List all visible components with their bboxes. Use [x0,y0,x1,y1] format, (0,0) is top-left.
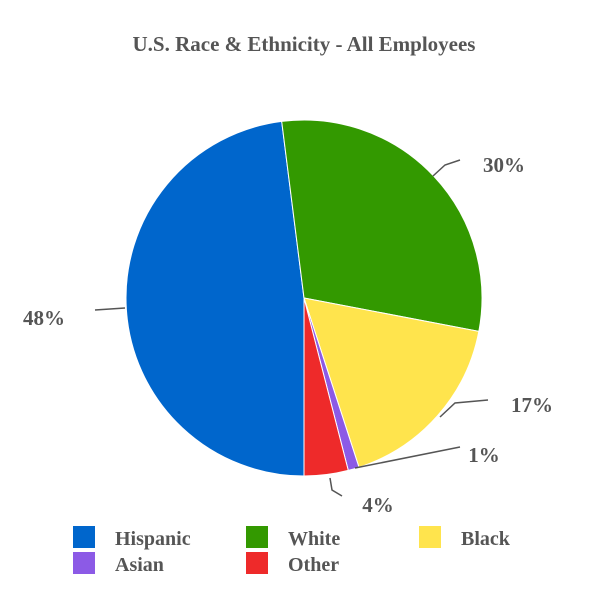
leader-line [329,477,343,497]
leader-line [439,399,489,418]
legend-label-other[interactable]: Other [288,554,339,576]
legend-swatch-white [246,526,268,548]
legend-label-hispanic[interactable]: Hispanic [115,528,191,550]
data-label-other: 4% [362,493,394,517]
legend-label-black[interactable]: Black [461,528,511,550]
legend-label-white[interactable]: White [288,528,340,550]
leader-line [354,446,461,469]
leader-line [94,307,126,311]
legend-label-asian[interactable]: Asian [115,554,164,576]
data-label-white: 30% [483,153,525,177]
data-label-asian: 1% [468,443,500,467]
legend-swatch-other [246,552,268,574]
data-label-hispanic: 48% [23,306,65,330]
legend-swatch-black [419,526,441,548]
chart-title: U.S. Race & Ethnicity - All Employees [133,32,476,56]
pie-slice-hispanic[interactable] [125,120,305,477]
pie-slice-black[interactable] [303,297,480,468]
legend-swatch-asian [73,552,95,574]
legend-swatch-hispanic [73,526,95,548]
leader-line [432,159,461,177]
data-label-black: 17% [511,393,553,417]
pie-slice-other[interactable] [303,297,349,477]
